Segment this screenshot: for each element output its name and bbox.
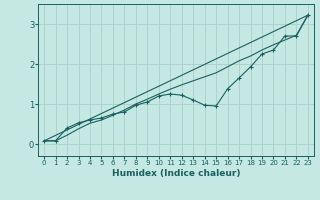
X-axis label: Humidex (Indice chaleur): Humidex (Indice chaleur) — [112, 169, 240, 178]
